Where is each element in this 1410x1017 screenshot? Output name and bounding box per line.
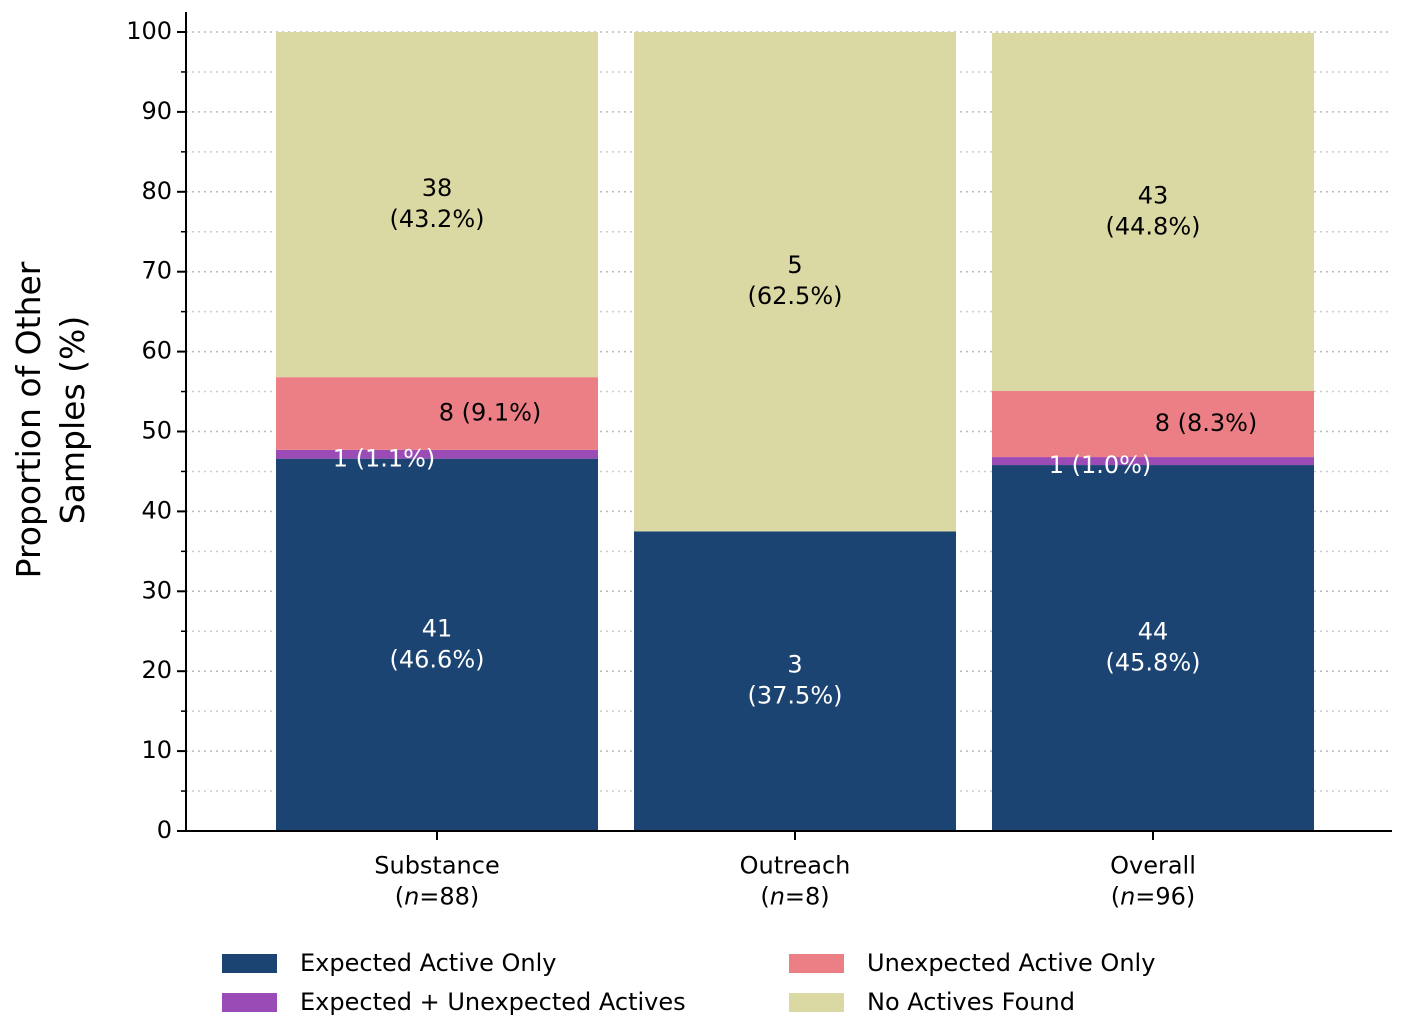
legend-swatch — [789, 993, 844, 1012]
y-tick-label: 30 — [141, 576, 172, 604]
value-label: 38 (43.2%) — [390, 174, 485, 233]
x-tick-label: Overall (n=96) — [1110, 852, 1196, 911]
bar-segment — [276, 377, 598, 450]
value-label: 3 (37.5%) — [748, 651, 843, 710]
value-label: 41 (46.6%) — [390, 614, 485, 673]
legend-label: No Actives Found — [867, 988, 1075, 1016]
value-label: 5 (62.5%) — [748, 251, 843, 310]
x-tick-label: Substance (n=88) — [374, 852, 499, 911]
y-tick-label: 40 — [141, 496, 172, 524]
legend-swatch — [789, 954, 844, 973]
y-tick-label: 90 — [141, 97, 172, 125]
y-tick-label: 70 — [141, 257, 172, 285]
value-label: 8 (9.1%) — [439, 399, 542, 427]
legend-label: Expected + Unexpected Actives — [300, 988, 686, 1016]
y-tick-label: 60 — [141, 337, 172, 365]
bar-segment — [992, 32, 1314, 391]
bar-segment — [276, 449, 598, 459]
x-tick-label: Outreach (n=8) — [740, 852, 851, 911]
bar-segment — [992, 457, 1314, 466]
y-tick-label: 50 — [141, 417, 172, 445]
bar-segment — [992, 390, 1314, 458]
bar-segment — [634, 531, 956, 831]
value-label: 1 (1.0%) — [1049, 451, 1152, 479]
y-axis-label: Proportion of Other Samples (%) — [9, 261, 92, 578]
bar-segment — [634, 32, 956, 532]
bar-segment — [992, 465, 1314, 831]
y-tick-label: 80 — [141, 177, 172, 205]
legend-label: Unexpected Active Only — [867, 949, 1155, 977]
legend-label: Expected Active Only — [300, 949, 556, 977]
y-tick-label: 10 — [141, 736, 172, 764]
value-label: 8 (8.3%) — [1155, 409, 1258, 437]
y-tick-label: 0 — [157, 816, 172, 844]
y-tick-label: 100 — [126, 17, 172, 45]
value-label: 1 (1.1%) — [333, 444, 436, 472]
legend-swatch — [222, 954, 277, 973]
value-label: 43 (44.8%) — [1106, 181, 1201, 240]
bar-segment — [276, 32, 598, 378]
legend-swatch — [222, 993, 277, 1012]
bar-segment — [276, 458, 598, 831]
value-label: 44 (45.8%) — [1106, 618, 1201, 677]
y-tick-label: 20 — [141, 656, 172, 684]
